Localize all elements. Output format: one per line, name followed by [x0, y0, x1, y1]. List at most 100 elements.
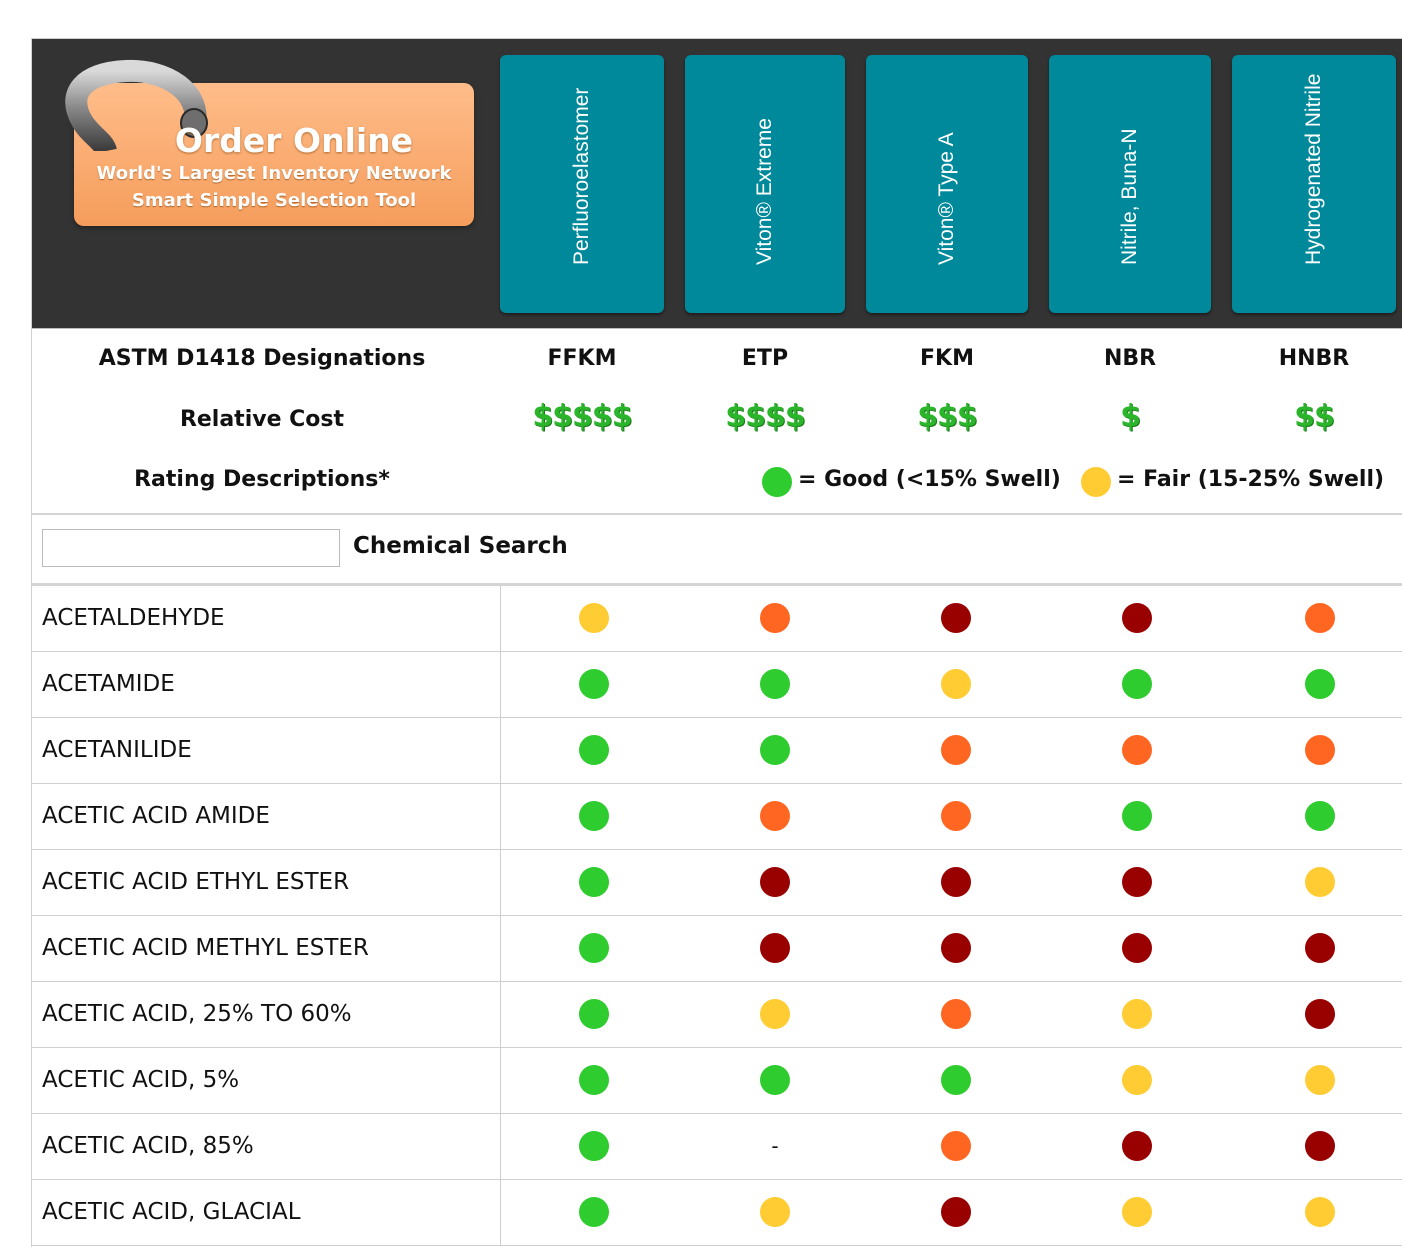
designation-fkm: FKM — [920, 346, 974, 371]
designation-hnbr: HNBR — [1278, 346, 1350, 371]
column-divider — [500, 586, 501, 652]
chemical-search-label: Chemical Search — [353, 533, 568, 559]
rating-dot-severe — [760, 867, 790, 897]
rating-dot-good — [941, 1065, 971, 1095]
compatibility-chart: Order Online World's Largest Inventory N… — [31, 38, 1402, 1247]
table-row[interactable]: ACETIC ACID, GLACIAL — [32, 1180, 1402, 1246]
chemical-name[interactable]: ACETALDEHYDE — [42, 605, 225, 631]
rating-dot-good — [1122, 669, 1152, 699]
table-row[interactable]: ACETANILIDE — [32, 718, 1402, 784]
column-divider — [500, 1048, 501, 1114]
material-tile-ffkm[interactable]: Perfluoroelastomer — [500, 55, 664, 313]
material-tile-hnbr[interactable]: Hydrogenated Nitrile — [1232, 55, 1396, 313]
rating-dot-good — [760, 669, 790, 699]
rating-dot-severe — [1122, 1131, 1152, 1161]
column-divider — [500, 784, 501, 850]
column-divider — [500, 850, 501, 916]
chemical-name[interactable]: ACETIC ACID ETHYL ESTER — [42, 869, 350, 895]
column-divider — [500, 916, 501, 982]
material-tile-label: Hydrogenated Nitrile — [1302, 73, 1325, 265]
order-online-badge[interactable] — [74, 83, 474, 226]
designations-label: ASTM D1418 Designations — [98, 346, 426, 371]
rating-dot-severe — [941, 1197, 971, 1227]
chemical-search-input[interactable] — [42, 529, 340, 567]
table-row[interactable]: ACETIC ACID, 25% TO 60% — [32, 982, 1402, 1048]
rating-dot-fair — [941, 669, 971, 699]
chemical-name[interactable]: ACETIC ACID, GLACIAL — [42, 1199, 301, 1225]
chemical-name[interactable]: ACETAMIDE — [42, 671, 175, 697]
rating-dot-good — [579, 1131, 609, 1161]
cost-ffkm: $$$$$ — [532, 399, 632, 434]
cost-fkm: $$$ — [917, 399, 978, 434]
table-row[interactable]: ACETIC ACID METHYL ESTER — [32, 916, 1402, 982]
relative-cost-label: Relative Cost — [179, 407, 345, 432]
rating-dot-severe — [1305, 999, 1335, 1029]
material-tile-fkm[interactable]: Viton® Type A — [866, 55, 1028, 313]
rating-dot-fair — [1305, 867, 1335, 897]
rating-dot-fair — [1305, 1065, 1335, 1095]
material-tile-nbr[interactable]: Nitrile, Buna-N — [1049, 55, 1211, 313]
cost-hnbr: $$ — [1294, 399, 1335, 434]
rating-dot-poor — [1305, 603, 1335, 633]
rating-dot-poor — [1122, 735, 1152, 765]
order-online-tagline-2: Smart Simple Selection Tool — [131, 190, 417, 211]
material-tile-label: Viton® Extreme — [753, 118, 776, 265]
rating-dot-poor — [941, 735, 971, 765]
table-row[interactable]: ACETIC ACID AMIDE — [32, 784, 1402, 850]
column-divider — [500, 982, 501, 1048]
o-ring-icon — [65, 59, 208, 151]
material-tile-label: Nitrile, Buna-N — [1118, 128, 1141, 265]
table-row[interactable]: ACETIC ACID, 85% - — [32, 1114, 1402, 1180]
rating-dot-poor — [1305, 735, 1335, 765]
rating-dot-good — [579, 867, 609, 897]
rating-dot-severe — [1305, 933, 1335, 963]
chemical-name[interactable]: ACETIC ACID, 25% TO 60% — [42, 1001, 352, 1027]
column-divider — [500, 652, 501, 718]
rating-dot-severe — [1305, 1131, 1335, 1161]
chemical-name[interactable]: ACETIC ACID, 5% — [42, 1067, 240, 1093]
column-divider — [500, 1180, 501, 1246]
rating-dot-good — [579, 735, 609, 765]
rating-dot-severe — [941, 603, 971, 633]
rating-dot-good — [760, 735, 790, 765]
order-online-banner[interactable]: Order Online World's Largest Inventory N… — [65, 59, 474, 226]
rating-descriptions-label: Rating Descriptions* — [134, 467, 390, 492]
fair-rating-dot — [1081, 467, 1111, 497]
rating-dot-good — [579, 933, 609, 963]
table-row[interactable]: ACETIC ACID, 5% — [32, 1048, 1402, 1114]
chemical-name[interactable]: ACETIC ACID AMIDE — [42, 803, 270, 829]
chemical-rating-table: ACETALDEHYDE ACETAMIDE ACETANILIDE ACETIC A… — [32, 586, 1402, 1246]
good-legend-text: = Good (<15% Swell) — [798, 467, 1061, 492]
order-online-title: Order Online — [174, 121, 414, 160]
chemical-name[interactable]: ACETIC ACID METHYL ESTER — [42, 935, 369, 961]
material-tile-label: Viton® Type A — [935, 132, 958, 265]
chemical-name[interactable]: ACETANILIDE — [42, 737, 192, 763]
designation-ffkm: FFKM — [547, 346, 617, 371]
fair-legend-text: = Fair (15-25% Swell) — [1117, 467, 1385, 492]
rating-dot-fair — [1122, 1065, 1152, 1095]
designation-nbr: NBR — [1103, 346, 1157, 371]
designation-etp: ETP — [741, 346, 789, 371]
rating-dot-poor — [760, 603, 790, 633]
table-row[interactable]: ACETIC ACID ETHYL ESTER — [32, 850, 1402, 916]
rating-dot-good — [760, 1065, 790, 1095]
rating-dot-severe — [760, 933, 790, 963]
column-divider — [500, 718, 501, 784]
rating-dot-good — [1305, 669, 1335, 699]
rating-dot-poor — [760, 801, 790, 831]
rating-dot-good — [579, 999, 609, 1029]
material-tile-etp[interactable]: Viton® Extreme — [685, 55, 845, 313]
rating-dot-poor — [941, 999, 971, 1029]
rating-dot-severe — [1122, 867, 1152, 897]
rating-dot-good — [579, 801, 609, 831]
chemical-name[interactable]: ACETIC ACID, 85% — [42, 1133, 254, 1159]
rating-dot-good — [1305, 801, 1335, 831]
table-row[interactable]: ACETALDEHYDE — [32, 586, 1402, 652]
table-row[interactable]: ACETAMIDE — [32, 652, 1402, 718]
rating-dot-severe — [1122, 933, 1152, 963]
rating-dot-poor — [941, 801, 971, 831]
cost-nbr: $ — [1120, 399, 1141, 434]
rating-dot-fair — [1122, 999, 1152, 1029]
chart-header: Order Online World's Largest Inventory N… — [32, 39, 1402, 329]
rating-dot-poor — [941, 1131, 971, 1161]
